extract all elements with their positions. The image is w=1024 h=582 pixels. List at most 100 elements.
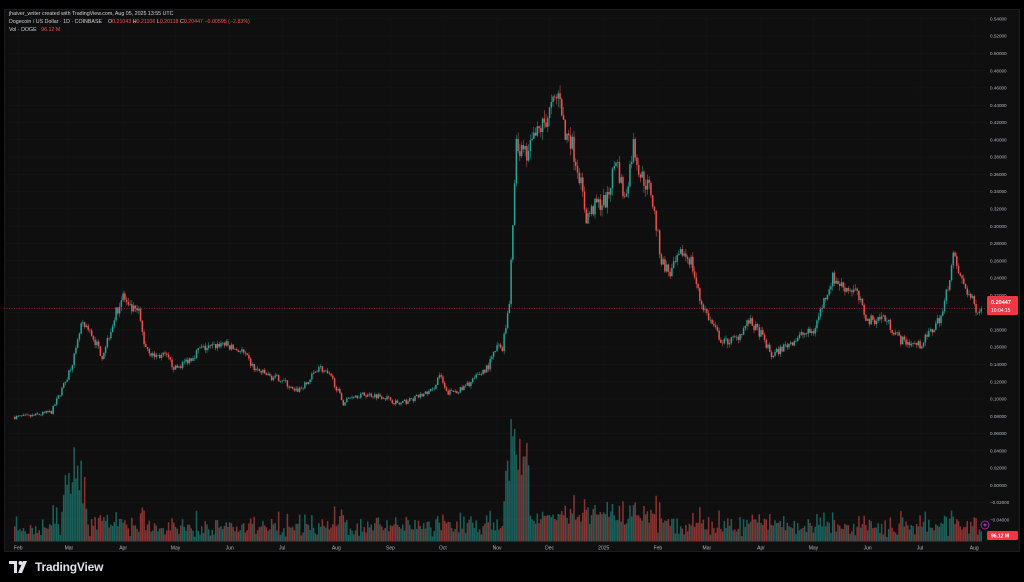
candle-body [793, 341, 795, 346]
candle-body [732, 336, 734, 338]
chart-pane[interactable] [4, 9, 1020, 552]
volume-bar [34, 526, 37, 542]
candle-body [540, 128, 542, 133]
candle-body [959, 273, 962, 276]
candle-body [396, 400, 399, 404]
volume-bar [879, 532, 881, 542]
candle-body [641, 171, 643, 178]
candle-body [912, 342, 914, 344]
candlestick-chart[interactable]: 0.54000 0.52000 0.50000 0.48000 0.46000 0.440… [0, 0, 1024, 552]
volume-bar [228, 522, 231, 542]
candle-body [162, 352, 165, 355]
candle-body [693, 271, 696, 278]
candle-body [47, 411, 49, 413]
magnet-icon[interactable] [980, 520, 990, 530]
candle-body [211, 344, 213, 346]
volume-bar [630, 516, 633, 542]
candle-body [155, 355, 158, 358]
volume-bar [388, 531, 390, 542]
candle-body [61, 387, 63, 396]
candle-body [94, 339, 96, 346]
candle-body [709, 319, 712, 321]
volume-bar [489, 510, 491, 542]
symbol-ohlc-row[interactable]: Dogecoin / US Dollar · 1D · COINBASE O0.… [9, 19, 250, 27]
candle-body [557, 93, 560, 99]
price-tick-label: 0.28000 [990, 241, 1007, 246]
change-value: −0.00595 (−2.83%) [204, 18, 250, 25]
volume-bar [875, 527, 878, 542]
candle-body [819, 308, 822, 317]
volume-bar [571, 513, 574, 542]
volume-bar [973, 517, 976, 542]
volume-bar [153, 523, 156, 542]
candle-body [838, 283, 841, 286]
volume-bar [891, 527, 893, 542]
volume-bar [66, 484, 68, 542]
volume-bar [903, 526, 906, 542]
volume-bar [753, 519, 755, 542]
candle-body [241, 349, 243, 352]
volume-bar [541, 511, 544, 542]
volume-bar [665, 520, 668, 542]
candle-body [412, 398, 414, 401]
volume-bar [272, 524, 275, 542]
volume-bar [293, 530, 296, 542]
volume-bar [207, 529, 210, 542]
volume-bar [526, 442, 528, 542]
candle-body [879, 317, 881, 320]
candle-body [419, 394, 421, 398]
volume-bar [644, 514, 647, 542]
volume-bar [428, 521, 430, 542]
candle-body [608, 192, 610, 195]
price-tick-label: 0.38000 [990, 155, 1007, 160]
candle-body [718, 330, 720, 340]
volume-bar [24, 531, 26, 542]
volume-bar [192, 530, 194, 542]
symbol-name[interactable]: Dogecoin / US Dollar · 1D · COINBASE [9, 18, 103, 25]
volume-bar [639, 518, 642, 542]
candle-body [968, 293, 970, 295]
tradingview-logo[interactable]: TradingView [9, 560, 103, 574]
candle-body [36, 413, 39, 415]
volume-bar [858, 516, 860, 542]
tradingview-logo-icon [9, 561, 27, 573]
volume-bar [164, 534, 166, 542]
price-tick-label: 0.14000 [990, 362, 1007, 367]
volume-bar [503, 501, 505, 542]
candle-body [762, 330, 764, 335]
candle-body [739, 333, 741, 340]
candle-body [746, 320, 748, 326]
volume-bar [13, 526, 16, 542]
candle-body [622, 177, 624, 197]
volume-bar [167, 522, 170, 542]
volume-bar [685, 524, 687, 542]
candle-body [335, 386, 338, 391]
volume-bar [975, 518, 977, 542]
candle-body [445, 387, 448, 391]
candle-body [849, 290, 851, 292]
candle-body [33, 414, 35, 416]
volume-bar [810, 525, 813, 542]
time-tick-label: Jul [917, 546, 923, 552]
volume-bar [552, 514, 554, 542]
volume-bar [896, 534, 899, 542]
volume-bar [391, 526, 394, 542]
volume-bar [178, 533, 180, 542]
candle-body [169, 357, 172, 360]
volume-legend-row[interactable]: Vol · DOGE 96.12 M [9, 27, 250, 35]
volume-bar [748, 523, 750, 542]
candle-body [730, 337, 733, 344]
candle-body [590, 206, 593, 214]
volume-label[interactable]: Vol · DOGE [9, 26, 37, 33]
volume-bar [527, 465, 530, 542]
candle-body [769, 344, 771, 352]
volume-bar [924, 511, 927, 542]
volume-bar [316, 534, 318, 542]
candle-body [199, 347, 201, 349]
candle-body [110, 332, 112, 339]
candle-body [595, 198, 598, 203]
volume-bar [132, 525, 135, 542]
price-tick-label: 0.10000 [990, 397, 1007, 402]
volume-bar [242, 523, 245, 542]
volume-bar [540, 519, 542, 542]
